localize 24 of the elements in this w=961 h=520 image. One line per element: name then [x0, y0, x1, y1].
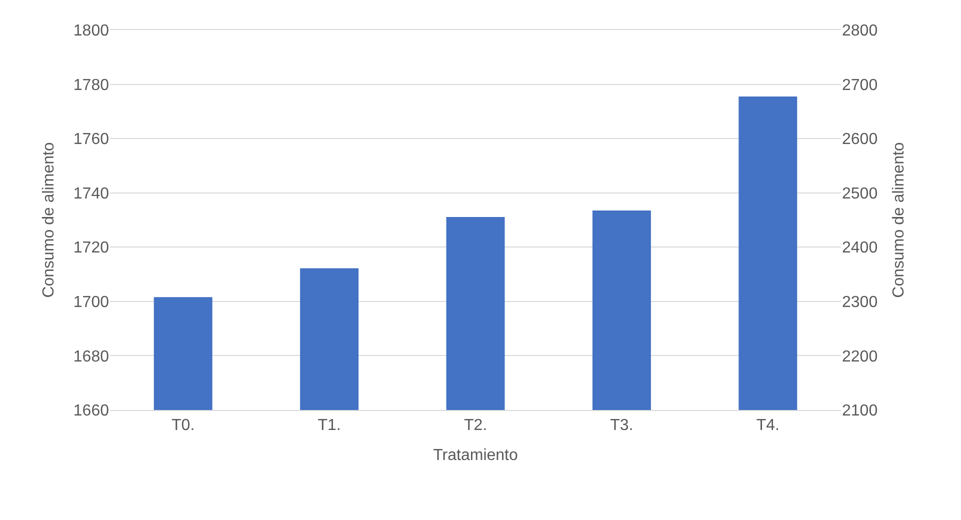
x-axis-title: Tratamiento	[433, 446, 518, 464]
y2-tick-label: 2500	[842, 185, 878, 202]
y-axis-title: Consumo de alimento	[40, 142, 58, 298]
y-tick-label: 1720	[73, 240, 110, 257]
x-tick-label: T1.	[318, 417, 341, 434]
y-tick-label: 1780	[73, 76, 110, 94]
y2-tick-label: 2700	[842, 76, 878, 94]
y2-tick-label: 2100	[842, 402, 878, 420]
y2-tick-label: 2600	[842, 131, 878, 148]
x-tick-label: T3.	[610, 417, 634, 434]
x-tick-label: T4.	[756, 417, 780, 434]
y2-axis-title: Consumo de alimento	[890, 142, 908, 298]
x-tick-label: T2.	[464, 417, 488, 434]
y2-tick-label: 2300	[842, 294, 878, 312]
y-tick-label: 1680	[73, 348, 110, 366]
x-tick-label: T0.	[172, 417, 195, 434]
y-tick-label: 1760	[73, 131, 110, 148]
y-tick-label: 1660	[73, 402, 110, 420]
y2-tick-label: 2200	[842, 348, 878, 366]
y2-tick-label: 2800	[842, 22, 878, 40]
y-tick-label: 1800	[73, 22, 110, 40]
y2-tick-label: 2400	[842, 240, 878, 257]
y-tick-label: 1700	[73, 294, 110, 312]
y-tick-label: 1740	[73, 185, 110, 202]
